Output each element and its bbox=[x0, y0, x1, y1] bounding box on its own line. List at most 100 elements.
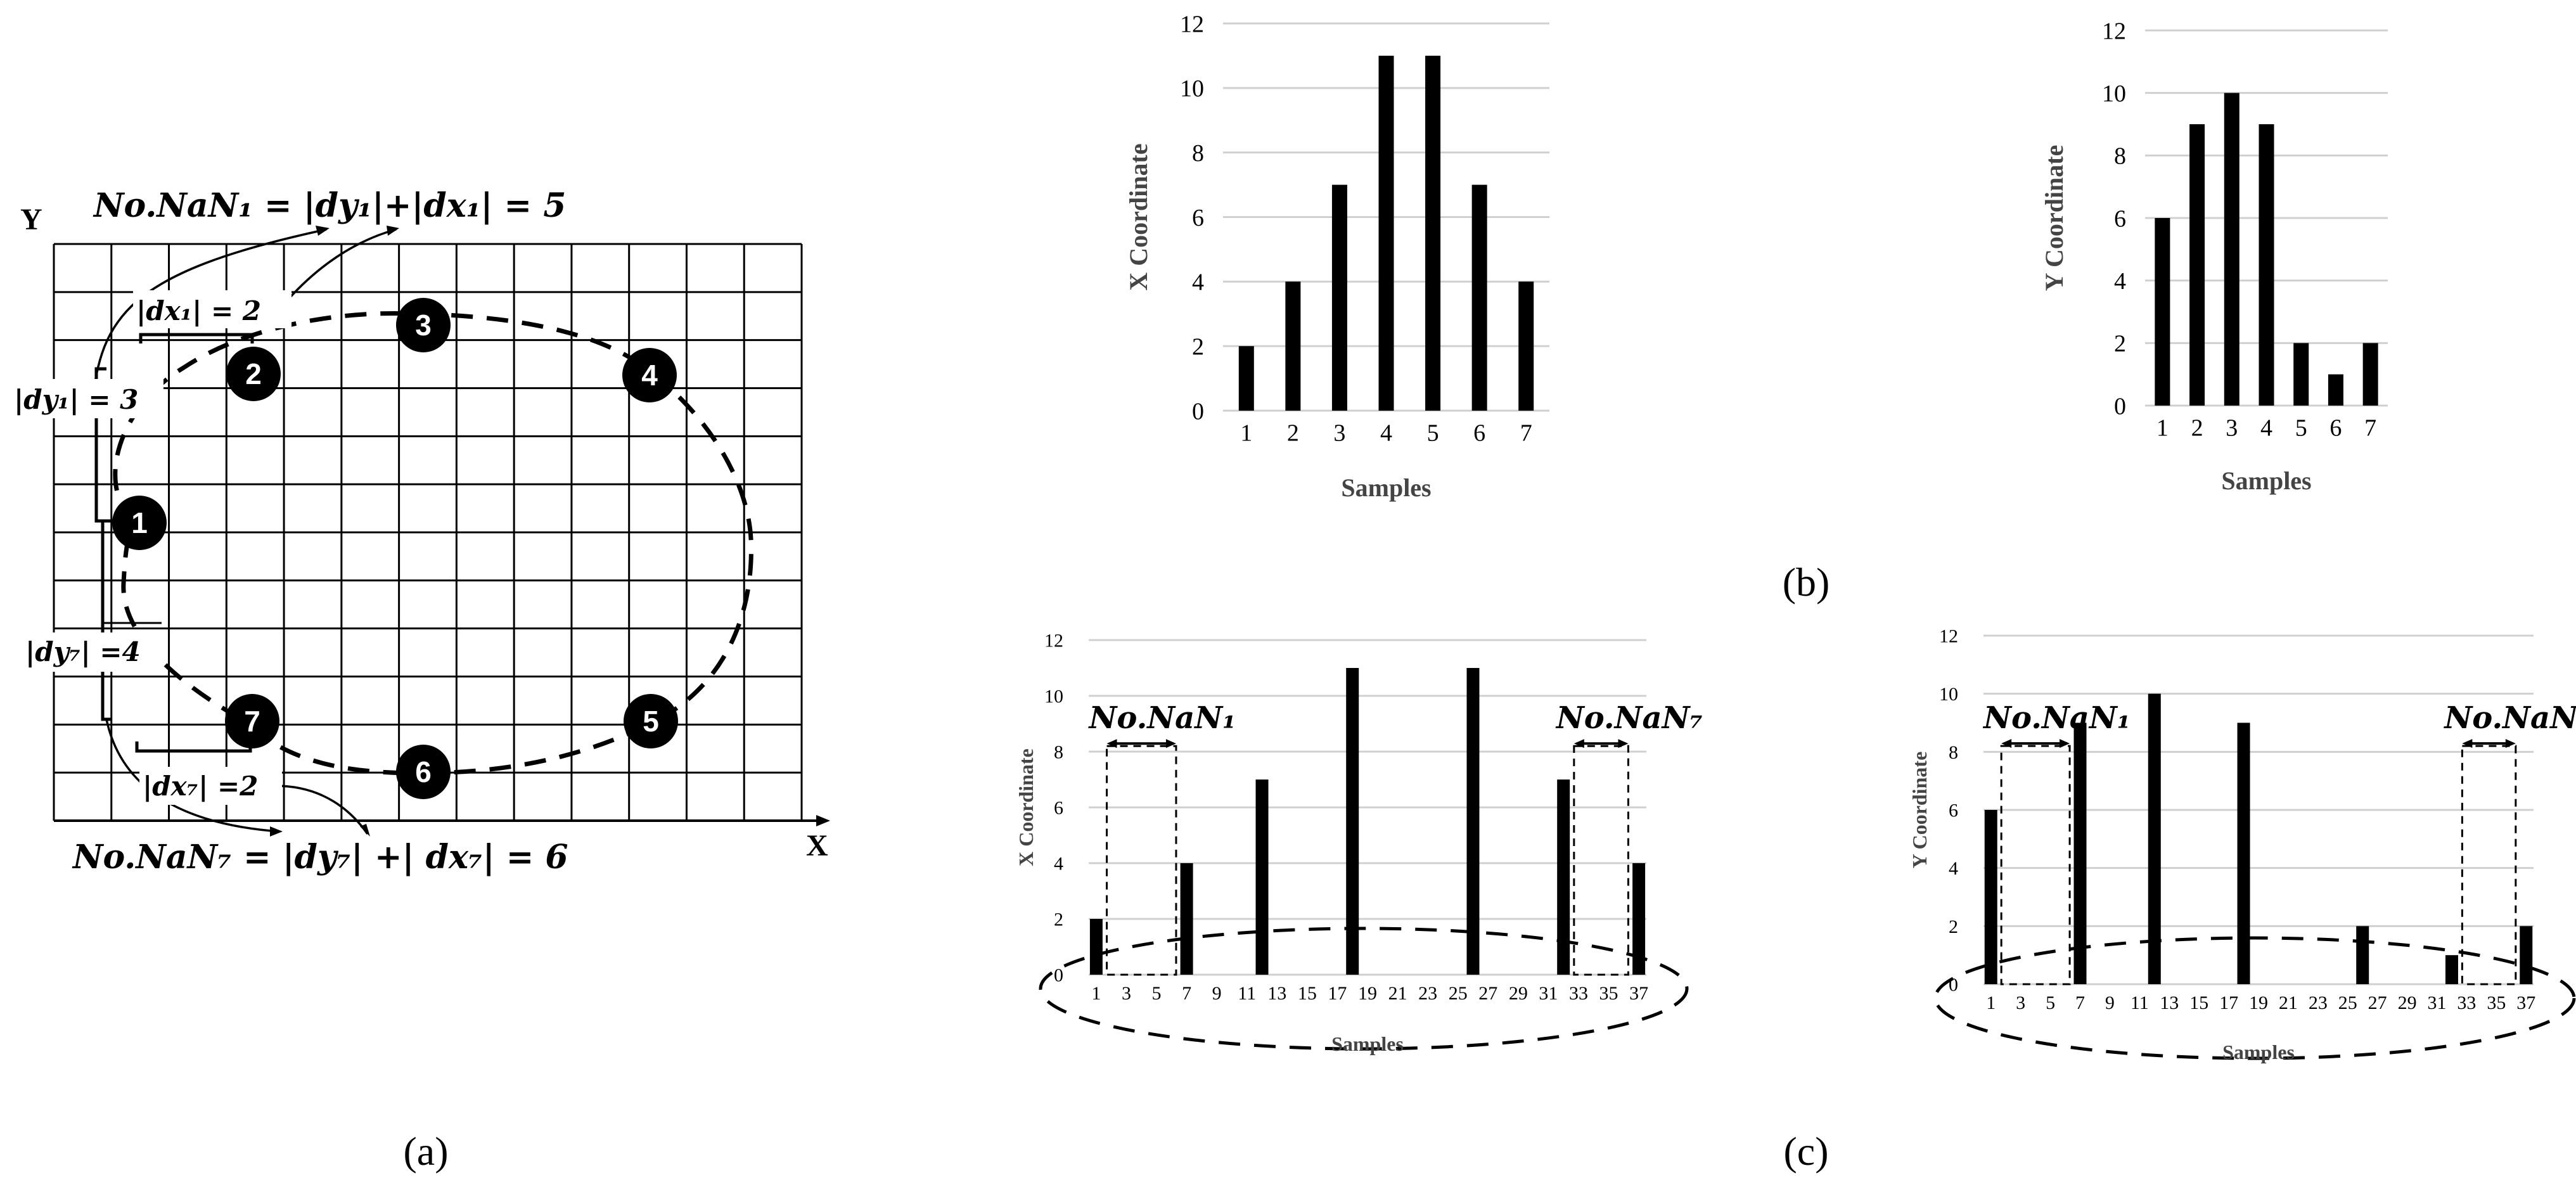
y-tick-label: 2 bbox=[1949, 916, 1958, 937]
x-tick-label: 5 bbox=[1152, 983, 1162, 1004]
bar bbox=[2148, 693, 2161, 984]
bar bbox=[2362, 343, 2378, 406]
x-tick-label: 23 bbox=[1418, 983, 1437, 1004]
formula-nan1: No.NaN₁ = |dy₁|+|dx₁| = 5 bbox=[93, 186, 566, 225]
bar bbox=[2293, 343, 2309, 406]
y-tick-label: 0 bbox=[2114, 393, 2126, 420]
x-axis-title: Samples bbox=[2221, 466, 2311, 495]
y-tick-label: 4 bbox=[1054, 854, 1063, 875]
y-tick-label: 10 bbox=[2102, 80, 2126, 107]
bar bbox=[1180, 863, 1193, 975]
bar bbox=[2259, 124, 2274, 406]
y-tick-label: 8 bbox=[1192, 140, 1204, 167]
bar bbox=[1632, 863, 1646, 975]
nan-gap-right-arrowhead-right bbox=[1618, 739, 1629, 748]
bar bbox=[1984, 810, 1997, 984]
arrowhead-bottom-2 bbox=[360, 824, 370, 837]
x-axis-title: Samples bbox=[1341, 473, 1431, 502]
bar bbox=[1471, 184, 1487, 411]
x-tick-label: 35 bbox=[1599, 983, 1618, 1004]
bar bbox=[2445, 955, 2458, 984]
bar bbox=[1557, 780, 1570, 975]
bar bbox=[2224, 93, 2240, 406]
x-axis-title: Samples bbox=[1331, 1032, 1404, 1055]
x-tick-label: 23 bbox=[2309, 992, 2328, 1013]
x-tick-label: 7 bbox=[1520, 420, 1532, 447]
arrow-to-formula-top-2 bbox=[283, 228, 397, 305]
y-tick-label: 12 bbox=[1939, 626, 1958, 647]
arrow-to-formula-bottom-2 bbox=[275, 785, 369, 835]
y-tick-label: 8 bbox=[2114, 143, 2126, 170]
x-tick-label: 1 bbox=[1240, 420, 1252, 447]
bar bbox=[2520, 926, 2533, 984]
y-tick-label: 0 bbox=[1192, 398, 1204, 425]
point-marker-1 bbox=[112, 496, 167, 550]
x-tick-label: 9 bbox=[2105, 992, 2115, 1013]
numbered-points: 1 2 3 4 5 6 7 bbox=[112, 298, 678, 799]
x-tick-label: 19 bbox=[2249, 992, 2268, 1013]
dy7-label: |dy₇| =4 bbox=[25, 636, 141, 667]
bar bbox=[1425, 55, 1441, 411]
x-tick-label: 2 bbox=[1287, 420, 1299, 447]
bar bbox=[1378, 55, 1394, 411]
point-label: 3 bbox=[415, 309, 432, 342]
x-tick-label: 7 bbox=[2364, 415, 2376, 442]
arrowhead-bottom-1 bbox=[270, 826, 283, 837]
nan-gap-left-arrowhead-left bbox=[2001, 739, 2012, 748]
y-tick-label: 4 bbox=[1949, 858, 1958, 879]
dy1-label: |dy₁| = 3 bbox=[14, 384, 138, 415]
point-marker-7 bbox=[225, 694, 279, 748]
x-tick-label: 15 bbox=[2189, 992, 2208, 1013]
point-marker-3 bbox=[396, 298, 451, 352]
dx7-bracket bbox=[135, 741, 252, 753]
x-tick-label: 27 bbox=[1478, 983, 1497, 1004]
y-axis-title: Y Coordinate bbox=[2040, 145, 2068, 292]
bar bbox=[1089, 919, 1103, 975]
point-label: 6 bbox=[415, 755, 432, 788]
bar bbox=[2073, 722, 2087, 984]
x-tick-label: 6 bbox=[2329, 415, 2342, 442]
x-tick-label: 5 bbox=[2046, 992, 2055, 1013]
x-tick-label: 25 bbox=[1449, 983, 1468, 1004]
nan-gap-right-arrowhead-right bbox=[2505, 739, 2516, 748]
dx1-label: |dx₁| = 2 bbox=[136, 295, 261, 326]
x-tick-label: 21 bbox=[1388, 983, 1407, 1004]
x-tick-label: 33 bbox=[1569, 983, 1588, 1004]
x-tick-label: 4 bbox=[1380, 420, 1392, 447]
y-tick-label: 6 bbox=[1054, 798, 1063, 819]
x-tick-label: 29 bbox=[1509, 983, 1528, 1004]
y-tick-label: 2 bbox=[1192, 333, 1204, 360]
x-tick-label: 1 bbox=[2156, 415, 2169, 442]
nan-gap-left-arrowhead-right bbox=[1165, 739, 1176, 748]
y-tick-label: 6 bbox=[2114, 205, 2126, 232]
dx1-label-bg bbox=[133, 290, 292, 328]
x-tick-label: 5 bbox=[2295, 415, 2307, 442]
bar bbox=[2328, 374, 2343, 406]
y-axis-title: Y Coordinate bbox=[1908, 752, 1931, 869]
x-tick-label: 7 bbox=[1182, 983, 1191, 1004]
nan-gap-left-label: No.NaN₁ bbox=[1088, 700, 1236, 736]
x-tick-label: 29 bbox=[2398, 992, 2417, 1013]
nan-gap-left-arrowhead-right bbox=[2060, 739, 2070, 748]
point-marker-6 bbox=[396, 745, 451, 799]
x-tick-label: 17 bbox=[1328, 983, 1347, 1004]
point-label: 7 bbox=[244, 705, 260, 738]
y-tick-label: 12 bbox=[1180, 11, 1204, 37]
x-tick-label: 31 bbox=[1539, 983, 1558, 1004]
caption-a: (a) bbox=[403, 1129, 448, 1174]
y-tick-label: 0 bbox=[1054, 965, 1063, 986]
x-tick-label: 4 bbox=[2260, 415, 2272, 442]
bar bbox=[1466, 668, 1480, 975]
nan-gap-right-box bbox=[1573, 745, 1629, 976]
y-tick-label: 6 bbox=[1192, 205, 1204, 231]
x-tick-label: 19 bbox=[1358, 983, 1377, 1004]
x-axis-label: X bbox=[806, 829, 828, 863]
dy1-label-bg bbox=[11, 379, 163, 418]
